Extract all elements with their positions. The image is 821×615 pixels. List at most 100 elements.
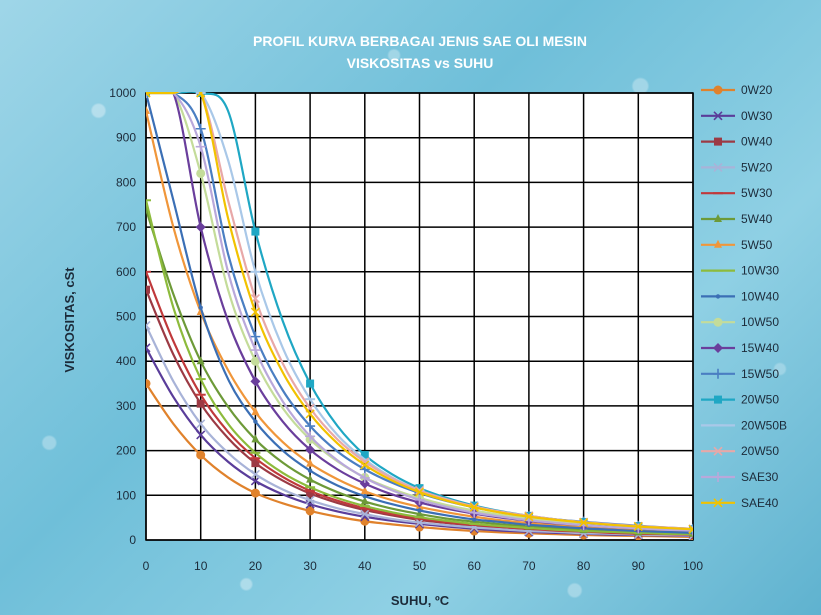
legend-marker xyxy=(714,137,722,146)
series-layer xyxy=(146,92,693,540)
legend-marker xyxy=(713,85,723,95)
data-point xyxy=(360,460,370,470)
legend-item: 0W40 xyxy=(701,135,773,149)
data-point xyxy=(250,376,261,387)
series-clip-group xyxy=(146,92,693,540)
data-point xyxy=(414,487,425,497)
legend-label: 5W50 xyxy=(741,238,773,252)
legend-label: 20W50B xyxy=(741,418,787,432)
data-point xyxy=(415,509,424,518)
legend-marker xyxy=(713,446,723,456)
data-point xyxy=(306,474,315,483)
data-point xyxy=(251,407,260,416)
data-point xyxy=(362,493,367,499)
legend-label: 20W50 xyxy=(741,444,779,458)
data-point xyxy=(195,123,206,134)
chart-subtitle: VISKOSITAS vs SUHU xyxy=(347,55,494,71)
data-point xyxy=(253,419,258,424)
data-point xyxy=(305,444,316,455)
legend-label: 0W40 xyxy=(741,135,773,149)
legend-marker xyxy=(713,162,723,172)
data-point xyxy=(146,92,151,98)
legend-marker xyxy=(713,343,723,353)
data-point xyxy=(360,496,369,505)
data-point xyxy=(250,307,260,317)
legend-item: 0W20 xyxy=(701,83,773,97)
data-point xyxy=(250,331,261,342)
legend-item: 15W40 xyxy=(701,341,779,355)
data-point xyxy=(195,141,206,152)
y-tick-label: 200 xyxy=(116,444,136,458)
data-point xyxy=(417,508,422,513)
data-point xyxy=(360,457,370,467)
legend-label: SAE30 xyxy=(741,470,779,484)
legend-label: 0W30 xyxy=(741,109,773,123)
x-axis-title: SUHU, ºC xyxy=(391,593,450,608)
data-point xyxy=(306,489,315,498)
y-axis-title: VISKOSITAS, cSt xyxy=(62,267,77,373)
data-point xyxy=(305,506,315,516)
series-sae40 xyxy=(146,92,693,534)
legend-label: 5W40 xyxy=(741,212,773,226)
legend-item: 5W40 xyxy=(701,212,773,226)
series-line xyxy=(146,92,693,531)
data-point xyxy=(146,105,150,114)
x-tick-label: 80 xyxy=(577,559,591,573)
data-point xyxy=(250,488,260,498)
x-tick-label: 90 xyxy=(632,559,646,573)
data-point xyxy=(305,431,316,442)
y-tick-label: 1000 xyxy=(109,86,136,100)
x-tick-label: 0 xyxy=(143,559,150,573)
data-point xyxy=(146,320,151,331)
y-tick-label: 400 xyxy=(116,354,136,368)
data-point xyxy=(414,494,425,505)
x-tick-label: 20 xyxy=(249,559,263,573)
y-tick-label: 100 xyxy=(116,488,136,502)
legend-item: 20W50 xyxy=(701,393,779,407)
legend-marker xyxy=(714,395,722,404)
legend-item: 10W40 xyxy=(701,289,779,303)
legend-item: 20W50B xyxy=(701,418,787,432)
data-point xyxy=(196,450,206,460)
data-point xyxy=(688,525,693,536)
data-point xyxy=(524,512,534,522)
legend-item: 5W50 xyxy=(701,238,773,252)
data-point xyxy=(415,484,424,493)
data-point xyxy=(146,343,151,353)
x-tick-label: 70 xyxy=(522,559,536,573)
legend-item: SAE40 xyxy=(701,496,779,510)
data-point xyxy=(196,168,206,178)
data-point xyxy=(195,222,206,233)
legend-marker xyxy=(714,214,722,222)
x-tick-label: 60 xyxy=(468,559,482,573)
grid-lines xyxy=(145,92,694,541)
data-point xyxy=(415,515,424,524)
legend-label: 10W50 xyxy=(741,315,779,329)
legend-marker xyxy=(713,317,723,327)
series-line xyxy=(146,110,693,533)
series-line xyxy=(146,92,693,532)
legend-item: 15W50 xyxy=(701,367,779,381)
data-point xyxy=(196,430,206,440)
legend-label: 5W30 xyxy=(741,186,773,200)
y-tick-label: 700 xyxy=(116,220,136,234)
legend-marker xyxy=(713,498,723,508)
data-point xyxy=(469,502,479,512)
data-point xyxy=(305,421,316,432)
axis-ticks: 0 100 200 300 400 500 600 700 800 900 1000 0 10 20 30 4… xyxy=(109,86,703,573)
data-point xyxy=(688,524,693,534)
y-tick-label: 900 xyxy=(116,131,136,145)
data-point xyxy=(196,399,205,408)
legend-label: 15W50 xyxy=(741,367,779,381)
data-point xyxy=(306,379,315,388)
data-point xyxy=(196,419,206,429)
legend-marker xyxy=(713,368,723,379)
legend-item: 10W50 xyxy=(701,315,779,329)
data-point xyxy=(305,409,315,419)
legend-item: 20W50 xyxy=(701,444,779,458)
x-tick-label: 10 xyxy=(194,559,208,573)
data-point xyxy=(469,507,480,518)
data-point xyxy=(359,478,370,489)
legend-label: 5W20 xyxy=(741,160,773,174)
